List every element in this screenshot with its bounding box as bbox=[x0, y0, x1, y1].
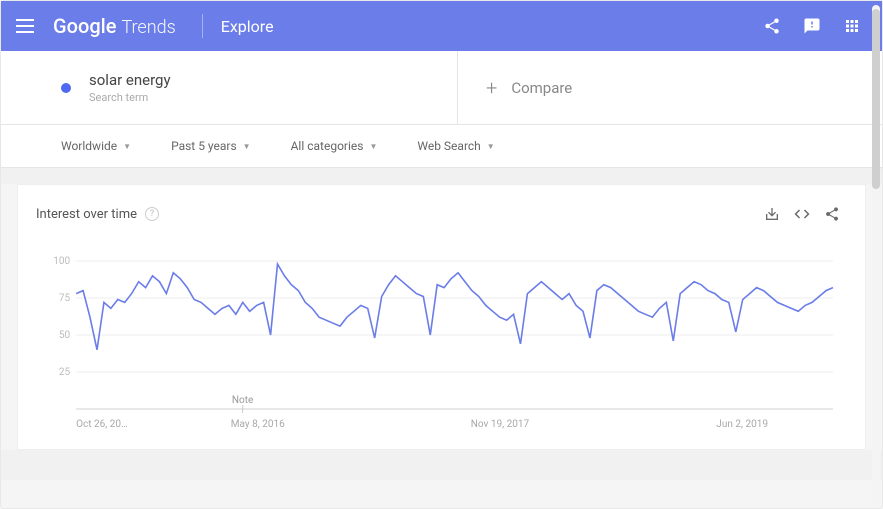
search-term: solar energy bbox=[89, 71, 171, 89]
scrollbar-track[interactable] bbox=[872, 5, 880, 503]
chevron-down-icon: ▼ bbox=[369, 142, 377, 151]
apps-icon[interactable] bbox=[834, 8, 870, 44]
compare-cell[interactable]: + Compare bbox=[458, 51, 882, 124]
plus-icon: + bbox=[486, 76, 497, 100]
tab-explore[interactable]: Explore bbox=[221, 17, 274, 36]
svg-text:Nov 19, 2017: Nov 19, 2017 bbox=[471, 419, 530, 430]
svg-text:25: 25 bbox=[59, 367, 71, 378]
header-divider bbox=[202, 14, 203, 38]
download-icon[interactable] bbox=[757, 199, 787, 229]
chevron-down-icon: ▼ bbox=[487, 142, 495, 151]
chevron-down-icon: ▼ bbox=[243, 142, 251, 151]
filter-search-type-label: Web Search bbox=[417, 139, 480, 153]
filter-time-label: Past 5 years bbox=[171, 139, 237, 153]
filter-search-type[interactable]: Web Search ▼ bbox=[417, 139, 494, 153]
svg-text:50: 50 bbox=[59, 330, 71, 341]
logo-primary: Google bbox=[53, 14, 116, 38]
logo-secondary: Trends bbox=[121, 17, 175, 38]
filter-geo-label: Worldwide bbox=[61, 139, 117, 153]
filter-time[interactable]: Past 5 years ▼ bbox=[171, 139, 251, 153]
compare-label: Compare bbox=[511, 79, 572, 97]
card-title: Interest over time bbox=[36, 207, 137, 222]
svg-text:Note: Note bbox=[232, 395, 253, 406]
line-chart: 25 50 75 100 Note Oct 26, 20… May 8, 2016 Nov 1… bbox=[40, 253, 843, 433]
svg-text:100: 100 bbox=[53, 256, 70, 267]
svg-text:Jun 2, 2019: Jun 2, 2019 bbox=[716, 419, 768, 430]
help-icon[interactable]: ? bbox=[145, 207, 159, 221]
svg-text:75: 75 bbox=[59, 293, 71, 304]
search-row: solar energy Search term + Compare bbox=[1, 51, 882, 125]
share-card-icon[interactable] bbox=[817, 199, 847, 229]
chart-area: 25 50 75 100 Note Oct 26, 20… May 8, 2016 Nov 1… bbox=[18, 243, 865, 449]
feedback-icon[interactable] bbox=[794, 8, 830, 44]
series-color-dot bbox=[61, 83, 71, 93]
section-gap bbox=[1, 168, 882, 184]
filter-category-label: All categories bbox=[291, 139, 364, 153]
svg-text:Oct 26, 20…: Oct 26, 20… bbox=[76, 419, 128, 430]
menu-icon[interactable] bbox=[13, 14, 37, 38]
share-icon[interactable] bbox=[754, 8, 790, 44]
scrollbar-thumb[interactable] bbox=[872, 9, 880, 189]
filter-geo[interactable]: Worldwide ▼ bbox=[61, 139, 131, 153]
logo[interactable]: Google Trends bbox=[53, 14, 176, 38]
chevron-down-icon: ▼ bbox=[123, 142, 131, 151]
search-term-type: Search term bbox=[89, 91, 171, 104]
section-gap-bottom bbox=[1, 450, 882, 480]
interest-over-time-card: Interest over time ? 25 50 75 100 Note Oct 26… bbox=[17, 184, 866, 450]
search-term-cell[interactable]: solar energy Search term bbox=[1, 51, 458, 124]
content: solar energy Search term + Compare World… bbox=[1, 51, 882, 168]
filter-category[interactable]: All categories ▼ bbox=[291, 139, 378, 153]
svg-text:May 8, 2016: May 8, 2016 bbox=[231, 419, 285, 430]
app-header: Google Trends Explore bbox=[1, 1, 882, 51]
filter-bar: Worldwide ▼ Past 5 years ▼ All categories ▼… bbox=[1, 125, 882, 168]
card-header: Interest over time ? bbox=[18, 185, 865, 243]
embed-icon[interactable] bbox=[787, 199, 817, 229]
